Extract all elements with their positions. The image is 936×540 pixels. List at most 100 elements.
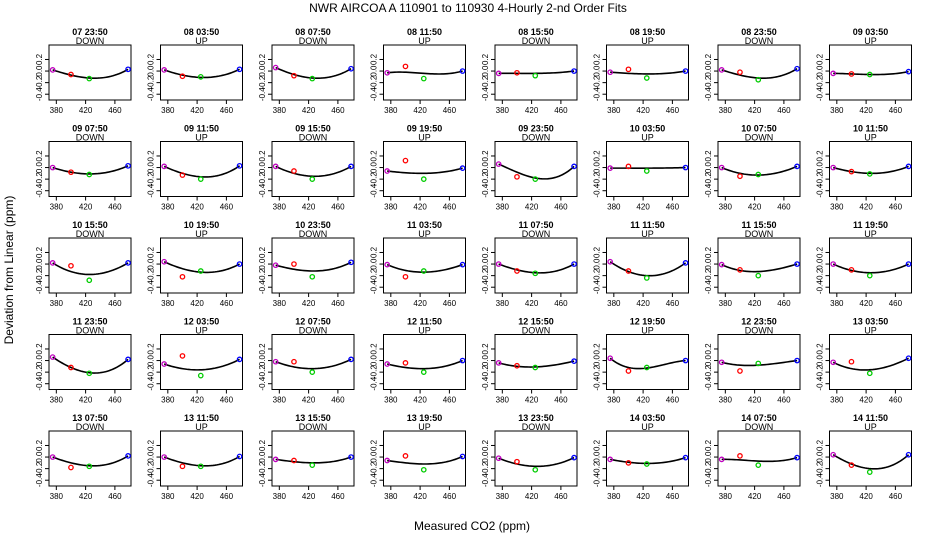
data-point [718, 456, 725, 463]
panel-frame [606, 141, 689, 197]
x-tick-label: 380 [161, 299, 175, 308]
y-tick-label: -0.4 [704, 183, 713, 197]
data-point [848, 358, 855, 365]
data-point [68, 169, 74, 176]
data-point [179, 73, 186, 80]
data-point [794, 65, 800, 72]
y-tick-label: -0.2 [258, 172, 267, 186]
data-point [236, 453, 243, 460]
panel-frame [383, 334, 466, 390]
x-tick-label: 420 [636, 106, 650, 115]
x-tick-label: 420 [748, 299, 762, 308]
data-point [737, 368, 743, 374]
data-point [420, 75, 427, 82]
y-tick-label: -0.2 [258, 365, 267, 379]
y-tick-label: 0.0 [258, 161, 267, 173]
x-tick-label: 380 [384, 106, 398, 115]
x-tick-label: 420 [79, 396, 93, 405]
x-tick-label: 380 [607, 492, 621, 501]
panel-title: 08 11:50 [407, 27, 442, 37]
y-tick-label: 0.2 [370, 439, 379, 451]
data-point [384, 261, 391, 268]
data-point [125, 453, 131, 459]
data-point [420, 268, 427, 274]
data-point [236, 162, 243, 169]
panel-title: 11 23:50 [72, 317, 107, 327]
y-tick-label: -0.2 [147, 268, 156, 282]
x-tick-label: 420 [302, 106, 316, 115]
data-point [495, 161, 502, 167]
data-point [625, 163, 632, 170]
y-tick-label: 0.2 [35, 439, 44, 451]
y-tick-label: -0.2 [258, 268, 267, 282]
y-tick-label: 0.0 [704, 451, 713, 463]
y-tick-label: 0.2 [147, 343, 156, 355]
panel-frame [717, 237, 801, 294]
data-point [755, 360, 762, 367]
y-tick-label: 0.2 [704, 343, 713, 355]
data-point [755, 462, 762, 469]
fit-curve [52, 165, 129, 175]
panel-title: 08 23:50 [741, 27, 777, 37]
x-tick-label: 420 [79, 106, 93, 115]
panel-title: 13 23:50 [518, 413, 554, 423]
y-tick-label: -0.2 [147, 365, 156, 379]
panel-direction-label: DOWN [745, 36, 774, 46]
data-point [49, 454, 56, 460]
y-tick-label: -0.4 [35, 183, 44, 197]
data-point [291, 457, 297, 464]
fit-curve [275, 456, 352, 464]
data-point [643, 75, 650, 81]
y-tick-label: 0.2 [481, 53, 490, 65]
panel-title: 09 03:50 [853, 27, 889, 37]
x-tick-label: 380 [719, 299, 733, 308]
data-point [197, 372, 204, 379]
data-point [682, 164, 689, 171]
data-point [309, 462, 316, 469]
panel-direction-label: DOWN [522, 229, 551, 239]
y-tick-label: 0.2 [35, 150, 44, 162]
x-tick-label: 420 [413, 396, 427, 405]
y-tick-label: -0.4 [593, 376, 602, 390]
data-point [866, 272, 873, 279]
fit-curve [832, 263, 909, 274]
data-point [643, 275, 650, 281]
y-tick-label: -0.2 [481, 75, 490, 89]
y-tick-label: -0.2 [370, 75, 379, 89]
panel-title: 09 19:50 [407, 124, 443, 134]
panel-title: 09 07:50 [72, 124, 108, 134]
y-tick-label: 0.0 [593, 258, 602, 270]
panel-frame [271, 141, 355, 197]
data-point [625, 459, 632, 466]
data-point [402, 453, 409, 459]
x-tick-label: 460 [777, 299, 791, 308]
data-point [905, 163, 912, 170]
y-tick-label: 0.0 [593, 354, 602, 366]
x-tick-label: 420 [748, 203, 762, 212]
data-point [291, 358, 297, 365]
x-tick-label: 460 [554, 396, 568, 405]
x-tick-label: 420 [190, 299, 204, 308]
x-tick-label: 380 [384, 299, 398, 308]
data-point [309, 176, 316, 182]
x-tick-label: 380 [830, 203, 844, 212]
x-tick-label: 460 [889, 299, 903, 308]
y-tick-label: 0.0 [593, 451, 602, 463]
fit-curve [498, 163, 575, 180]
chart-title: NWR AIRCOA A 110901 to 110930 4-Hourly 2… [309, 1, 627, 15]
y-tick-label: 0.2 [147, 439, 156, 451]
data-point [794, 261, 800, 267]
data-point [68, 464, 74, 471]
data-point [348, 356, 354, 363]
panel-direction-label: UP [641, 36, 654, 46]
y-tick-label: -0.2 [35, 268, 44, 282]
